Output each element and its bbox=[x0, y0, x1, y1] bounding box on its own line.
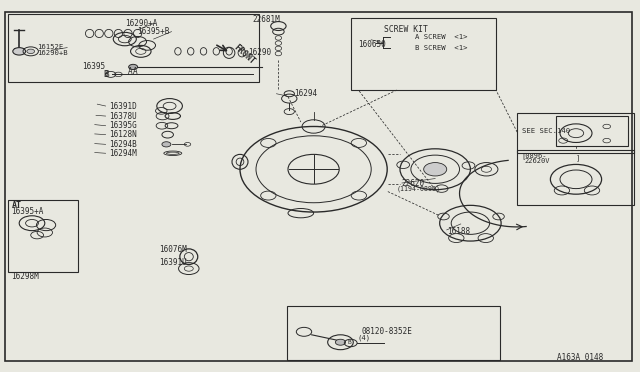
Text: 16378U: 16378U bbox=[109, 112, 136, 121]
Circle shape bbox=[13, 48, 26, 55]
Bar bbox=[287, 306, 500, 360]
Text: 16290+A: 16290+A bbox=[125, 19, 157, 28]
Text: (1194-0896): (1194-0896) bbox=[397, 186, 441, 192]
Text: A: A bbox=[132, 67, 137, 76]
Text: B: B bbox=[104, 70, 108, 79]
Text: 16395: 16395 bbox=[82, 62, 105, 71]
Text: [0896-: [0896- bbox=[522, 152, 547, 159]
Text: 16294B: 16294B bbox=[109, 140, 136, 149]
Text: FRONT: FRONT bbox=[232, 43, 256, 66]
Text: B: B bbox=[348, 340, 351, 346]
Text: 16391U: 16391U bbox=[159, 258, 186, 267]
Text: 16395+A: 16395+A bbox=[12, 207, 44, 216]
Text: 22620V: 22620V bbox=[525, 158, 550, 164]
Bar bbox=[351, 18, 496, 90]
Bar bbox=[517, 113, 634, 153]
Text: 22620: 22620 bbox=[402, 179, 425, 187]
Text: 16290+B: 16290+B bbox=[37, 50, 68, 56]
Text: B SCREW  <1>: B SCREW <1> bbox=[415, 45, 467, 51]
Circle shape bbox=[27, 49, 35, 54]
Text: 16188: 16188 bbox=[447, 227, 470, 236]
Text: AT: AT bbox=[12, 201, 22, 210]
Text: A163A 0148: A163A 0148 bbox=[557, 353, 603, 362]
Text: 16290: 16290 bbox=[248, 48, 271, 57]
Text: 160650: 160650 bbox=[358, 40, 386, 49]
Bar bbox=[8, 14, 259, 82]
Text: SCREW KIT: SCREW KIT bbox=[384, 25, 428, 34]
Text: 16391D: 16391D bbox=[109, 102, 136, 110]
Text: A: A bbox=[128, 67, 132, 76]
Text: 08120-8352E: 08120-8352E bbox=[362, 327, 412, 336]
Text: ]: ] bbox=[576, 155, 580, 161]
Bar bbox=[517, 150, 634, 205]
Bar bbox=[8, 200, 78, 272]
Text: 16294M: 16294M bbox=[109, 149, 136, 158]
Text: 16395+B: 16395+B bbox=[138, 27, 170, 36]
Text: A SCREW  <1>: A SCREW <1> bbox=[415, 34, 467, 40]
Circle shape bbox=[162, 142, 171, 147]
Text: B: B bbox=[104, 70, 109, 79]
Text: (4): (4) bbox=[357, 334, 371, 341]
Circle shape bbox=[335, 339, 346, 345]
Text: 16294: 16294 bbox=[294, 89, 317, 98]
Text: 16298M: 16298M bbox=[12, 272, 39, 280]
Text: 22681M: 22681M bbox=[253, 15, 280, 24]
Circle shape bbox=[424, 163, 447, 176]
Text: SEE SEC.140: SEE SEC.140 bbox=[522, 128, 570, 134]
Text: 16395G: 16395G bbox=[109, 121, 136, 130]
Text: 16076M: 16076M bbox=[159, 246, 186, 254]
Circle shape bbox=[129, 64, 138, 70]
Text: 16128N: 16128N bbox=[109, 130, 136, 139]
Text: 16152E: 16152E bbox=[37, 44, 63, 49]
Bar bbox=[556, 116, 628, 146]
